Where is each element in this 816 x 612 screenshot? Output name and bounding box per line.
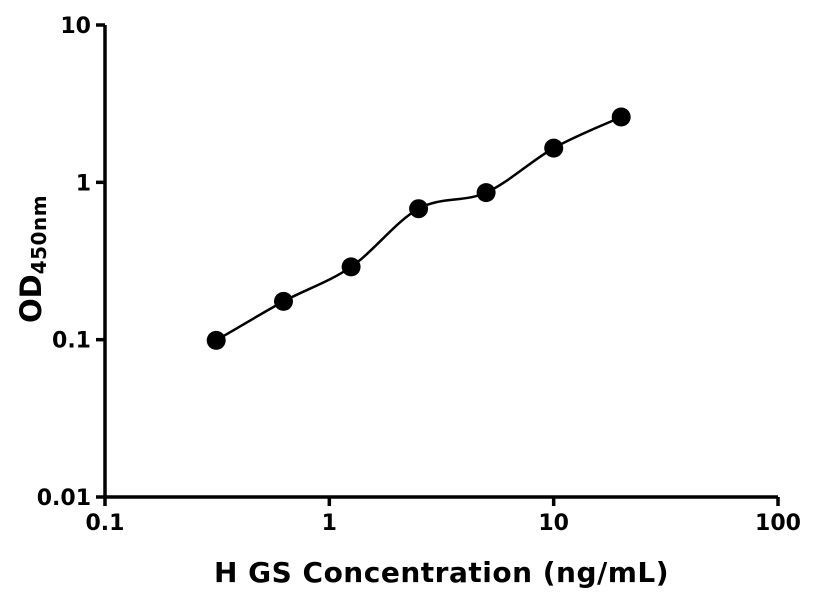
data-point <box>341 257 361 277</box>
y-tick-label: 0.01 <box>37 486 91 511</box>
x-axis-title: H GS Concentration (ng/mL) <box>213 556 670 589</box>
data-point <box>274 291 293 311</box>
x-tick-label: 100 <box>755 511 801 536</box>
x-tick-label: 10 <box>538 511 569 536</box>
data-point <box>476 183 496 203</box>
x-tick-label: 0.1 <box>86 511 125 536</box>
x-tick-label: 1 <box>322 511 337 536</box>
data-point <box>409 199 429 219</box>
y-axis-title-main: OD <box>14 274 48 324</box>
y-tick-label: 1 <box>76 171 91 196</box>
y-axis-title-subscript: 450nm <box>27 194 51 275</box>
data-point <box>206 330 226 350</box>
y-tick-label: 10 <box>60 14 91 39</box>
axes-spine <box>103 25 778 499</box>
data-point <box>611 107 631 127</box>
y-axis-title: OD450nm <box>10 128 52 390</box>
y-tick-label: 0.1 <box>52 329 91 354</box>
data-point <box>544 138 564 158</box>
